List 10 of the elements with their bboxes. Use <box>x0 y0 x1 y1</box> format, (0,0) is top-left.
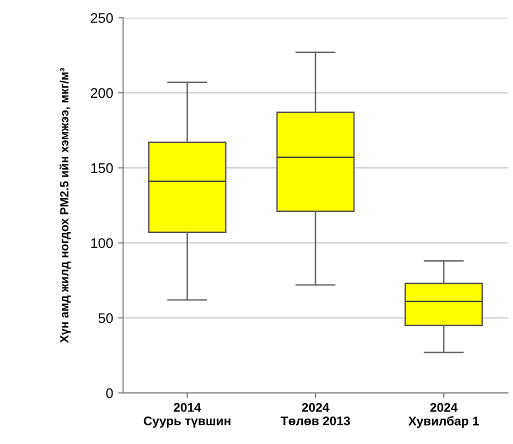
y-tick-label: 50 <box>98 313 113 324</box>
x-tick-label: 2024 Хувилбар 1 <box>408 402 479 428</box>
y-tick-label: 200 <box>90 88 113 98</box>
y-axis-title: Хүн амд жилд ногдох PM2.5 ийн хэмжээ, мкг/м³ <box>60 68 71 343</box>
y-tick-label: 100 <box>91 238 113 248</box>
x-tick-label: 2014 Суурь түвшин <box>144 402 230 428</box>
y-tick-label: 150 <box>91 163 113 173</box>
x-tick-label: 2024 Төлөв 2013 <box>280 402 350 426</box>
y-tick-label: 250 <box>90 13 113 23</box>
y-tick-label: 0 <box>106 388 113 398</box>
